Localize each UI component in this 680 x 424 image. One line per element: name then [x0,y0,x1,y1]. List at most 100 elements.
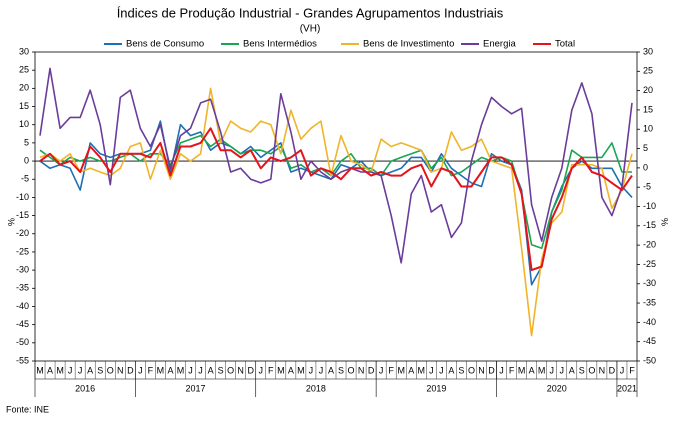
y2-tick-label: -35 [643,297,656,307]
x-tick-label: M [157,365,165,375]
x-tick-label: D [609,365,616,375]
series-line [39,127,633,272]
x-tick-label: D [368,365,375,375]
x-tick-label: O [348,365,355,375]
x-tick-label: J [319,365,324,375]
x-tick-label: J [439,365,444,375]
legend-label: Bens de Consumo [126,39,204,50]
y-tick-label: 0 [24,155,29,165]
year-label: 2021 [617,383,637,393]
y2-tick-label: 0 [643,162,648,172]
x-tick-label: F [629,365,635,375]
x-tick-label: M [297,365,305,375]
x-tick-label: J [259,365,264,375]
y2-tick-label: -5 [643,182,651,192]
y-tick-label: -30 [16,264,29,274]
y-tick-label: -25 [16,246,29,256]
x-tick-label: D [247,365,254,375]
x-tick-label: M [177,365,185,375]
chart-title: Índices de Produção Industrial - Grandes… [117,5,504,20]
y2-tick-label: 15 [643,104,653,114]
x-tick-label: S [458,365,464,375]
y2-tick-label: -20 [643,240,656,250]
source: Fonte: INE [6,404,49,414]
x-tick-label: A [167,365,173,375]
x-tick-label: A [47,365,53,375]
x-tick-label: D [488,365,495,375]
x-tick-label: O [227,365,234,375]
y2-tick-label: 25 [643,66,653,76]
x-tick-label: M [538,365,546,375]
x-tick-label: N [599,365,606,375]
x-tick-label: J [188,365,193,375]
x-tick-label: F [268,365,274,375]
x-tick-label: J [560,365,565,375]
x-tick-label: O [107,365,114,375]
x-tick-label: A [569,365,575,375]
x-tick-label: J [499,365,504,375]
x-tick-label: S [97,365,103,375]
y2-tick-label: -45 [643,336,656,346]
x-tick-label: J [68,365,73,375]
legend-label: Bens Intermédios [243,39,317,50]
y2-tick-label: 5 [643,143,648,153]
x-tick-label: A [208,365,214,375]
x-tick-label: N [117,365,124,375]
x-tick-label: M [397,365,405,375]
x-tick-label: A [408,365,414,375]
x-tick-label: J [138,365,143,375]
series-line [39,87,633,337]
y-axis-label: % [6,218,16,226]
y2-tick-label: 20 [643,85,653,95]
y2-tick-label: -50 [643,355,656,365]
x-tick-label: O [468,365,475,375]
year-label: 2017 [186,383,206,393]
x-tick-label: S [218,365,224,375]
y-tick-label: 20 [19,83,29,93]
x-tick-label: M [36,365,44,375]
x-tick-label: A [448,365,454,375]
y2-tick-label: -15 [643,220,656,230]
legend-label: Total [555,39,575,50]
x-tick-label: J [78,365,83,375]
y-tick-label: 5 [24,137,29,147]
x-tick-label: F [148,365,154,375]
y-tick-label: -15 [16,210,29,220]
x-tick-label: F [509,365,515,375]
x-tick-label: A [288,365,294,375]
legend-label: Bens de Investimento [363,39,454,50]
y2-tick-label: -30 [643,278,656,288]
y2-tick-label: -40 [643,317,656,327]
legend-label: Energia [483,39,516,50]
y-tick-label: 10 [19,119,29,129]
x-tick-label: N [358,365,365,375]
x-tick-label: J [198,365,203,375]
series-line [39,134,632,250]
x-tick-label: M [277,365,285,375]
x-tick-label: J [549,365,554,375]
y-tick-label: -40 [16,301,29,311]
y-tick-label: 25 [19,65,29,75]
x-tick-label: A [328,365,334,375]
y-tick-label: 15 [19,101,29,111]
x-tick-label: A [87,365,93,375]
x-tick-label: J [429,365,434,375]
year-label: 2020 [547,383,567,393]
x-tick-label: N [478,365,485,375]
y2-tick-label: -25 [643,259,656,269]
x-tick-label: S [338,365,344,375]
y2-axis-label: % [660,218,670,226]
chart-subtitle: (VH) [300,24,321,35]
x-tick-label: J [620,365,625,375]
x-tick-label: J [379,365,384,375]
y-tick-label: -50 [16,337,29,347]
x-tick-label: A [529,365,535,375]
x-tick-label: S [579,365,585,375]
y-tick-label: -45 [16,319,29,329]
series-line [39,67,633,264]
x-tick-label: N [237,365,244,375]
y2-tick-label: -10 [643,201,656,211]
x-tick-label: M [518,365,526,375]
x-tick-label: M [56,365,64,375]
